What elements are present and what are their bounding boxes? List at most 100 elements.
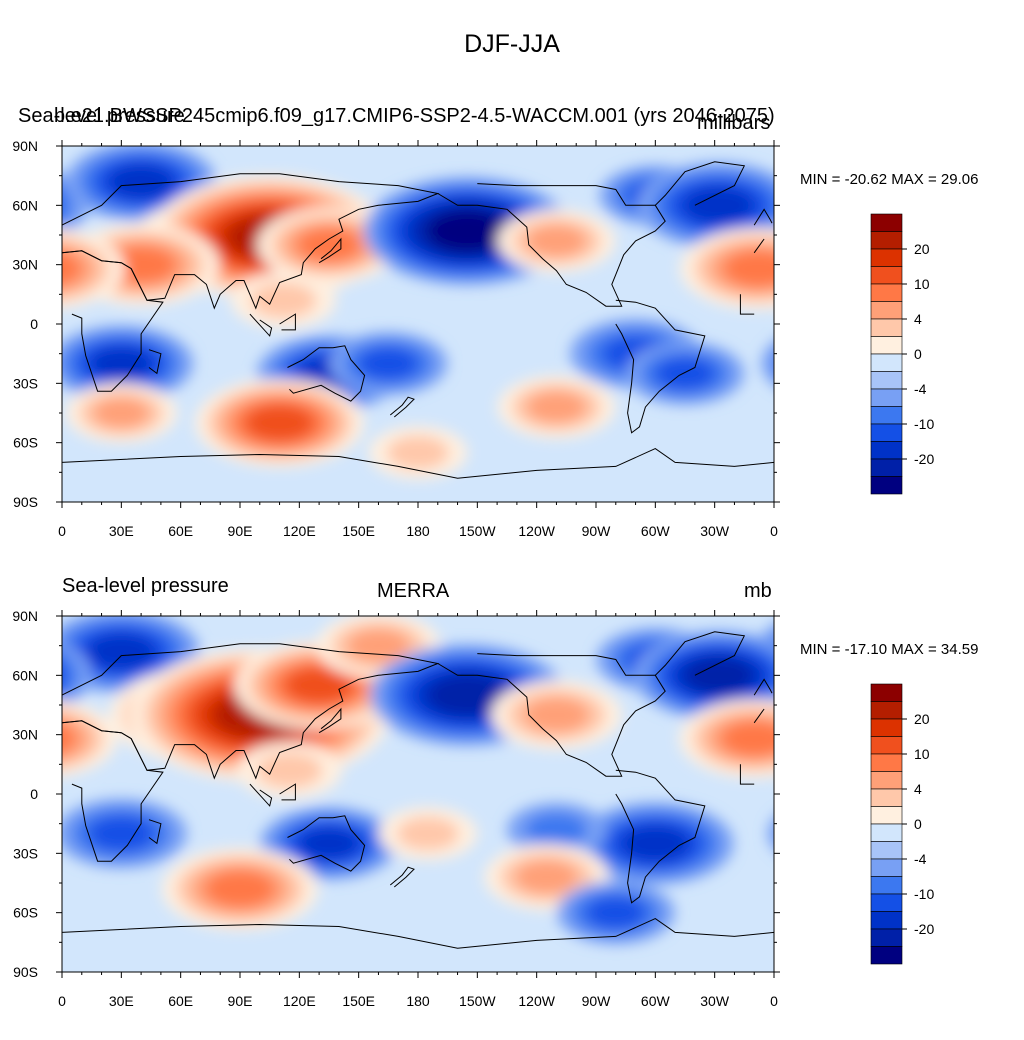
panel-left-title: Sea-level pressure [62,575,229,597]
lat-tick-label: 60N [12,197,38,213]
colorbar-tick-label: 0 [914,346,922,362]
coastline [249,783,273,807]
colorbar-swatch [870,283,903,302]
panel-center-title: b.e21.BWSSP245cmip6.f09_g17.CMIP6-SSP2-4… [54,105,775,127]
coastline [389,866,415,888]
lat-tick-label: 30S [13,375,38,391]
colorbar-swatch [870,353,903,372]
anomaly-contour [515,860,578,894]
anomaly-contour [387,435,449,470]
coastlines [62,161,774,502]
anomaly-contour [784,626,882,678]
lon-tick-label: 60W [641,523,671,539]
colorbar-swatch [870,423,903,442]
coastline [753,208,773,226]
lat-tick-label: 90N [12,608,38,624]
colorbar-swatch [870,771,903,790]
lat-tick-label: 0 [30,786,38,802]
colorbar-swatch [870,701,903,720]
figure-title: DJF-JJA [464,30,560,58]
colorbar-swatch [870,318,903,337]
coastline [287,815,366,872]
lon-tick-label: 150W [459,993,496,1009]
coastline [654,631,746,676]
coastline [753,678,773,696]
colorbar-swatch [870,371,903,390]
colorbar-swatch [870,231,903,250]
colorbar-tick-label: -4 [914,381,927,397]
coastline [437,183,666,307]
colorbar-swatch [870,266,903,285]
anomaly-contour [721,721,774,756]
colorbar-tick-label: -10 [914,416,934,432]
coastline [249,313,273,337]
lat-tick-label: 0 [30,316,38,332]
anomaly-contour [89,346,153,381]
colorbar-swatch [870,248,903,267]
coastline [437,653,666,777]
anomaly-contour [526,225,587,257]
lat-tick-label: 60S [13,905,38,921]
lon-tick-label: 90W [582,523,612,539]
lon-tick-label: 60E [168,993,193,1009]
anomaly-contour [754,624,774,679]
anomaly-contour [396,816,459,851]
anomaly-contour [88,816,155,851]
colorbar-tick-label: -4 [914,851,927,867]
lat-tick-label: 90S [13,494,38,510]
min-max-label: MIN = -20.62 MAX = 29.06 [800,171,979,188]
anomaly-contour [298,827,360,860]
lon-tick-label: 30W [700,993,730,1009]
colorbar-swatch [870,336,903,355]
panel-center-title: MERRA [377,580,450,602]
colorbar-swatch [870,683,903,702]
anomaly-contour [62,173,89,237]
lon-tick-label: 90W [582,993,612,1009]
coastline [148,819,162,845]
anomaly-contour [767,818,774,849]
colorbar-swatch [870,946,903,965]
colorbar-swatch [870,841,903,860]
coastline [318,237,342,264]
anomaly-contour [62,252,81,285]
anomaly-contour [802,347,865,380]
lat-tick-label: 60S [13,435,38,451]
anomaly-contour [723,250,774,287]
anomaly-contour [93,398,150,428]
colorbar-swatch [870,458,903,477]
anomaly-contour [297,228,361,262]
anomaly-contour [788,340,878,388]
colorbar-swatch [870,718,903,737]
lon-tick-label: 60W [641,993,671,1009]
lon-tick-label: 150E [342,523,375,539]
anomaly-contour [347,629,410,663]
lat-tick-label: 90S [13,964,38,980]
coastline [279,783,296,801]
lat-tick-label: 30N [12,727,38,743]
map-panel-model: 90N 60N 30N 0 30S 60S 90S 0 30E 60E 90E 120E 150E 180… [12,138,934,539]
anomaly-contour [62,651,79,700]
panel-units-label: mb [744,580,772,602]
anomaly-contour [621,825,690,862]
anomaly-contour [684,657,753,694]
anomaly-contour [256,752,323,789]
lat-tick-label: 60N [12,667,38,683]
colorbar-swatch [870,788,903,807]
colorbar-swatch [870,893,903,912]
panel-merra: Sea-level pressure MERRA mb MIN = -17.10… [0,570,1024,1040]
anomaly-contour [87,633,156,670]
lon-tick-label: 120E [283,993,316,1009]
colorbar-swatch [870,876,903,895]
anomaly-contour [523,697,590,733]
lat-tick-label: 30N [12,257,38,273]
anomaly-contour [250,282,317,319]
anomaly-contour [205,870,275,907]
colorbar-swatch [870,476,903,495]
anomaly-contour [525,812,588,847]
lon-tick-label: 30E [109,523,134,539]
coastlines [62,631,774,972]
lon-tick-label: 150E [342,993,375,1009]
anomaly-contour [769,639,774,664]
lon-tick-label: 0 [58,523,66,539]
colorbar-tick-label: 20 [914,241,930,257]
